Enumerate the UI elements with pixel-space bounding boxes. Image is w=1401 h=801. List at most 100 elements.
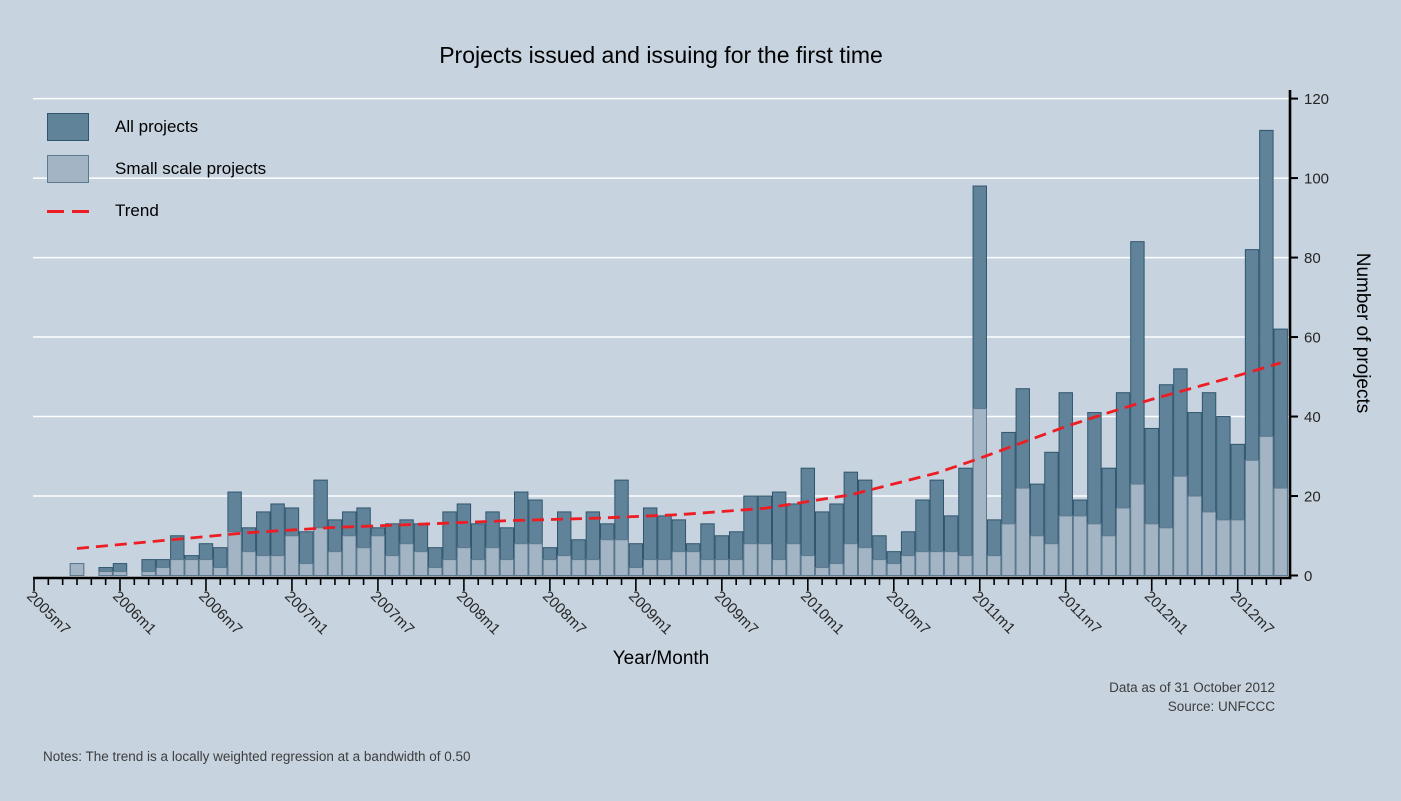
bar-small-scale (1101, 535, 1116, 577)
bar-small-scale (743, 543, 758, 576)
bar-small-scale (642, 559, 658, 576)
bar-small-scale (213, 567, 228, 577)
bar-small-scale (528, 543, 543, 576)
bar-small-scale (1216, 519, 1231, 577)
legend-item-small-scale: Small scale projects (47, 155, 266, 183)
bar-small-scale (900, 555, 916, 576)
bar-small-scale (929, 551, 944, 577)
bar-small-scale (1029, 535, 1045, 577)
bar-small-scale (112, 571, 128, 576)
x-tick-label: 2008m7 (539, 588, 589, 638)
bar-small-scale (1187, 495, 1202, 576)
bar-small-scale (728, 559, 744, 576)
data-as-of-note: Data as of 31 October 2012 (1109, 680, 1275, 695)
bar-small-scale (700, 559, 715, 576)
bar-small-scale (972, 408, 987, 576)
trend-line (76, 361, 1282, 550)
bar-small-scale (671, 551, 687, 577)
bar-small-scale (1044, 543, 1059, 576)
y-tick-label: 40 (1304, 409, 1321, 426)
bar-small-scale (1158, 527, 1174, 576)
y-tick-label: 0 (1304, 568, 1312, 585)
bar-small-scale (155, 567, 171, 577)
bar-small-scale (442, 559, 457, 576)
bar-small-scale (757, 543, 773, 576)
x-tick-label: 2012m1 (1141, 588, 1191, 638)
y-tick-label: 120 (1304, 91, 1329, 108)
bar-small-scale (1273, 487, 1288, 576)
legend-item-trend: Trend (47, 197, 266, 225)
bar-small-scale (872, 559, 887, 576)
bar-small-scale (986, 555, 1002, 576)
bar-small-scale (299, 563, 314, 577)
notes-text: Notes: The trend is a locally weighted r… (43, 749, 471, 764)
bar-small-scale (685, 551, 701, 577)
bar-small-scale (829, 563, 844, 577)
all-projects-swatch-icon (47, 113, 89, 141)
x-tick-label: 2011m1 (969, 588, 1019, 638)
bar-small-scale (886, 563, 901, 577)
bar-small-scale (714, 559, 730, 576)
bar-small-scale (915, 551, 930, 577)
x-tick-label: 2009m7 (711, 588, 761, 638)
x-tick-label: 2012m7 (1227, 588, 1277, 638)
bar-small-scale (284, 535, 300, 577)
legend-label-small: Small scale projects (115, 159, 267, 178)
bar-small-scale (1259, 435, 1274, 577)
y-tick-label: 100 (1304, 171, 1329, 188)
bar-small-scale (456, 547, 472, 577)
x-tick-label: 2010m7 (883, 588, 933, 638)
trend-dash-icon (47, 209, 89, 213)
x-tick-label: 2006m7 (195, 588, 245, 638)
bar-small-scale (141, 571, 156, 576)
bar-small-scale (356, 547, 371, 577)
x-tick-label: 2006m1 (109, 588, 159, 638)
legend: All projects Small scale projects Trend (47, 113, 266, 239)
x-tick-label: 2011m7 (1055, 588, 1105, 638)
y-tick-label: 60 (1304, 330, 1321, 347)
bar-small-scale (771, 559, 787, 576)
bar-small-scale (514, 543, 529, 576)
x-axis-title: Year/Month (612, 648, 710, 669)
x-tick-label: 2005m7 (23, 588, 73, 638)
bar-small-scale (542, 559, 558, 576)
x-tick-label: 2010m1 (797, 588, 847, 638)
bar-small-scale (327, 551, 343, 577)
bar-small-scale (170, 559, 185, 576)
legend-label-trend: Trend (115, 201, 159, 220)
bar-small-scale (227, 531, 242, 577)
bar-small-scale (600, 539, 615, 576)
bar-small-scale (843, 543, 859, 576)
bar-small-scale (800, 555, 816, 576)
bar-small-scale (385, 555, 400, 576)
bar-small-scale (98, 571, 113, 576)
bar-small-scale (342, 535, 357, 577)
page-title: Projects issued and issuing for the firs… (439, 42, 883, 68)
source-note: Source: UNFCCC (1167, 699, 1275, 714)
x-tick-label: 2009m1 (625, 588, 675, 638)
bar-small-scale (857, 547, 873, 577)
bar-small-scale (1244, 459, 1260, 577)
bar-small-scale (270, 555, 285, 576)
bar-small-scale (184, 559, 199, 576)
bar-small-scale (485, 547, 500, 577)
bar-small-scale (614, 539, 629, 576)
x-tick-label: 2007m1 (281, 588, 331, 638)
bar-small-scale (958, 555, 973, 576)
y-axis-title: Number of projects (1352, 253, 1373, 414)
bar-small-scale (1001, 523, 1016, 576)
x-tick-label: 2008m1 (453, 588, 503, 638)
bar-all-projects (814, 511, 830, 576)
bar-small-scale (399, 543, 414, 576)
legend-label-all: All projects (115, 117, 199, 136)
bar-small-scale (571, 559, 586, 576)
bar-small-scale (1072, 515, 1088, 577)
bar-small-scale (256, 555, 271, 576)
bar-small-scale (557, 555, 572, 576)
bar-small-scale (413, 551, 429, 577)
bar-small-scale (370, 535, 386, 577)
bar-small-scale (1130, 483, 1145, 577)
bar-small-scale (1115, 507, 1131, 577)
